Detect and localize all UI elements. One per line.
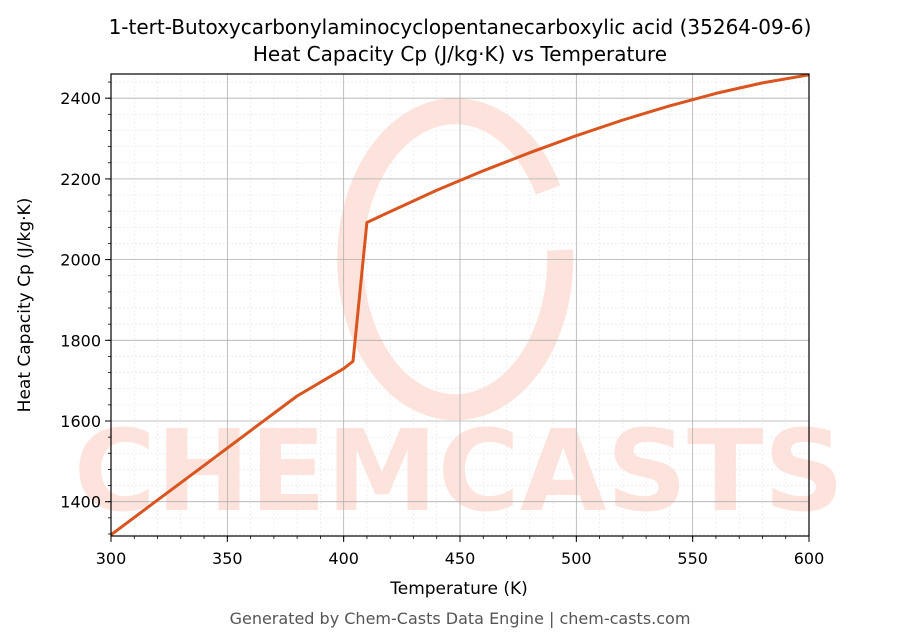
y-tick-label: 2400 (60, 89, 101, 108)
axis-ticks: 300 350 400 450 500 550 600 1400 1600 1800 2000 220… (60, 81, 825, 568)
x-tick-label: 600 (794, 549, 825, 568)
footer-credit: Generated by Chem-Casts Data Engine | ch… (230, 609, 691, 628)
x-tick-label: 300 (96, 549, 127, 568)
y-tick-label: 1800 (60, 331, 101, 350)
y-axis-label: Heat Capacity Cp (J/kg·K) (15, 198, 35, 413)
x-tick-label: 350 (212, 549, 243, 568)
watermark-text: CHEMCASTS (74, 407, 845, 537)
y-tick-label: 2200 (60, 170, 101, 189)
y-tick-label: 1600 (60, 412, 101, 431)
x-tick-label: 450 (445, 549, 476, 568)
series-layer (110, 73, 810, 537)
x-tick-label: 550 (677, 549, 708, 568)
x-tick-label: 400 (328, 549, 359, 568)
x-tick-label: 500 (561, 549, 592, 568)
y-tick-label: 2000 (60, 251, 101, 270)
y-tick-label: 1400 (60, 493, 101, 512)
x-axis-label: Temperature (K) (389, 579, 528, 599)
chart-title: 1-tert-Butoxycarbonylaminocyclopentaneca… (109, 15, 812, 39)
series-line (110, 73, 810, 537)
chart-subtitle: Heat Capacity Cp (J/kg·K) vs Temperature (253, 42, 667, 66)
